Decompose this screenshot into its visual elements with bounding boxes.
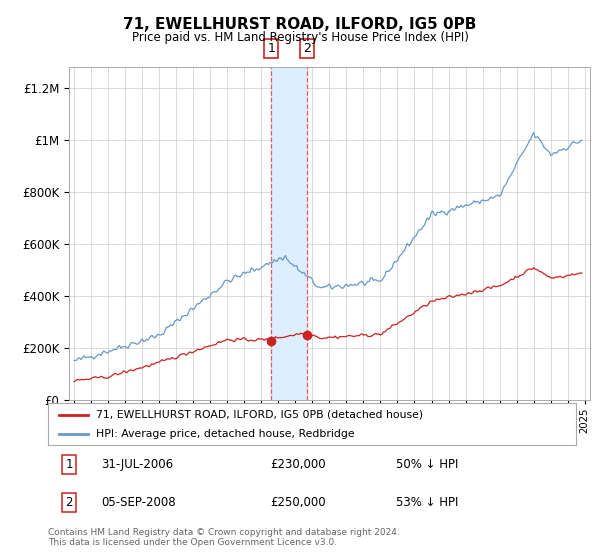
Text: Contains HM Land Registry data © Crown copyright and database right 2024.
This d: Contains HM Land Registry data © Crown c… (48, 528, 400, 547)
Text: 71, EWELLHURST ROAD, ILFORD, IG5 0PB (detached house): 71, EWELLHURST ROAD, ILFORD, IG5 0PB (de… (95, 409, 422, 419)
Text: 50% ↓ HPI: 50% ↓ HPI (397, 458, 459, 471)
Text: 1: 1 (267, 43, 275, 55)
Text: 31-JUL-2006: 31-JUL-2006 (101, 458, 173, 471)
Text: £250,000: £250,000 (270, 496, 325, 509)
Bar (271, 67, 307, 400)
Text: 71, EWELLHURST ROAD, ILFORD, IG5 0PB: 71, EWELLHURST ROAD, ILFORD, IG5 0PB (124, 17, 476, 32)
Text: 2: 2 (65, 496, 73, 509)
Text: 05-SEP-2008: 05-SEP-2008 (101, 496, 175, 509)
Text: HPI: Average price, detached house, Redbridge: HPI: Average price, detached house, Redb… (95, 429, 354, 439)
Text: Price paid vs. HM Land Registry's House Price Index (HPI): Price paid vs. HM Land Registry's House … (131, 31, 469, 44)
Text: £230,000: £230,000 (270, 458, 325, 471)
Text: 1: 1 (65, 458, 73, 471)
Text: 2: 2 (303, 43, 311, 55)
Text: 53% ↓ HPI: 53% ↓ HPI (397, 496, 459, 509)
